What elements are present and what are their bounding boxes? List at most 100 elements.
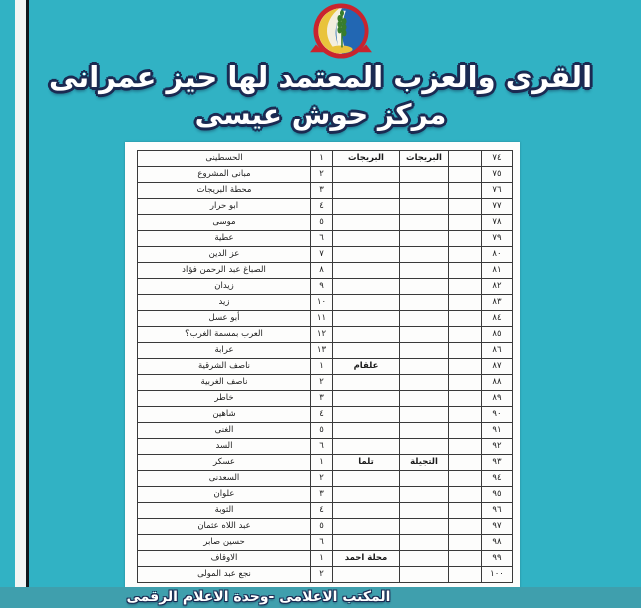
cell-village xyxy=(332,438,400,455)
cell-village: البريجات xyxy=(332,150,400,167)
cell-serial: ٧٩ xyxy=(481,230,513,247)
table-row: ٩٩ محلة احمد ١ الاوقاف xyxy=(137,550,513,567)
cell-blank xyxy=(448,262,482,279)
table-row: ٩٠ ٤ شاهين xyxy=(137,406,513,423)
cell-village xyxy=(332,566,400,583)
table-row: ٨٩ ٣ خاطر xyxy=(137,390,513,407)
cell-name: السعدنى xyxy=(137,470,311,487)
cell-name: السد xyxy=(137,438,311,455)
cell-blank xyxy=(448,294,482,311)
cell-unit xyxy=(399,486,449,503)
cell-num: ١ xyxy=(310,454,333,471)
cell-village xyxy=(332,198,400,215)
cell-num: ٦ xyxy=(310,438,333,455)
cell-num: ١١ xyxy=(310,310,333,327)
cell-num: ٢ xyxy=(310,566,333,583)
cell-village xyxy=(332,294,400,311)
cell-unit xyxy=(399,278,449,295)
cell-blank xyxy=(448,566,482,583)
villages-table: ٧٤ البريجات البريجات ١ الحسطينى ٧٥ ٢ مبانى المش… xyxy=(137,150,513,583)
cell-name: شاهين xyxy=(137,406,311,423)
cell-num: ٣ xyxy=(310,390,333,407)
cell-blank xyxy=(448,182,482,199)
cell-serial: ٩٣ xyxy=(481,454,513,471)
cell-name: الثوبة xyxy=(137,502,311,519)
cell-num: ٥ xyxy=(310,214,333,231)
cell-village xyxy=(332,534,400,551)
cell-blank xyxy=(448,470,482,487)
cell-serial: ٧٨ xyxy=(481,214,513,231)
cell-serial: ٩٠ xyxy=(481,406,513,423)
cell-blank xyxy=(448,150,482,167)
cell-blank xyxy=(448,326,482,343)
cell-unit xyxy=(399,438,449,455)
cell-unit xyxy=(399,182,449,199)
table-row: ٧٦ ٣ محطة البريجات xyxy=(137,182,513,199)
villages-table-body: ٧٤ البريجات البريجات ١ الحسطينى ٧٥ ٢ مبانى المش… xyxy=(137,150,513,583)
cell-blank xyxy=(448,518,482,535)
table-row: ٩٦ ٤ الثوبة xyxy=(137,502,513,519)
table-row: ١٠٠ ٢ نجع عبد المولى xyxy=(137,566,513,583)
cell-blank xyxy=(448,422,482,439)
page-edge-strip xyxy=(15,0,26,608)
cell-unit xyxy=(399,326,449,343)
cell-blank xyxy=(448,454,482,471)
cell-num: ٨ xyxy=(310,262,333,279)
cell-unit xyxy=(399,550,449,567)
cell-serial: ٩٧ xyxy=(481,518,513,535)
cell-serial: ٨٣ xyxy=(481,294,513,311)
cell-blank xyxy=(448,438,482,455)
cell-village xyxy=(332,182,400,199)
cell-village xyxy=(332,246,400,263)
wheat-icon xyxy=(337,10,347,48)
cell-village xyxy=(332,326,400,343)
cell-name: ناصف الغربية xyxy=(137,374,311,391)
cell-village xyxy=(332,278,400,295)
table-row: ٨٦ ١٣ عرابة xyxy=(137,342,513,359)
cell-blank xyxy=(448,390,482,407)
table-row: ٩٣ التجيلة تلما ١ عسكر xyxy=(137,454,513,471)
cell-serial: ٧٥ xyxy=(481,166,513,183)
footer-banner: المكتب الاعلامى -وحدة الاعلام الرقمى xyxy=(0,587,641,608)
cell-name: الاوقاف xyxy=(137,550,311,567)
page-subtitle: مركز حوش عيسى xyxy=(194,98,447,131)
page-title: القرى والعزب المعتمد لها حيز عمرانى xyxy=(48,60,593,94)
cell-name: نجع عبد المولى xyxy=(137,566,311,583)
cell-serial: ٩٢ xyxy=(481,438,513,455)
cell-num: ٣ xyxy=(310,182,333,199)
cell-name: الغنى xyxy=(137,422,311,439)
cell-name: عطية xyxy=(137,230,311,247)
cell-serial: ٨٨ xyxy=(481,374,513,391)
cell-serial: ١٠٠ xyxy=(481,566,513,583)
cell-serial: ٨٢ xyxy=(481,278,513,295)
cell-num: ٤ xyxy=(310,406,333,423)
cell-serial: ٨٤ xyxy=(481,310,513,327)
cell-unit xyxy=(399,566,449,583)
cell-blank xyxy=(448,486,482,503)
table-row: ٧٥ ٢ مبانى المشروع xyxy=(137,166,513,183)
cell-unit: التجيلة xyxy=(399,454,449,471)
cell-num: ٤ xyxy=(310,198,333,215)
cell-num: ٥ xyxy=(310,518,333,535)
cell-num: ٩ xyxy=(310,278,333,295)
table-row: ٨٢ ٩ زيدان xyxy=(137,278,513,295)
cell-unit xyxy=(399,406,449,423)
cell-num: ٢ xyxy=(310,166,333,183)
cell-blank xyxy=(448,278,482,295)
cell-village: علقام xyxy=(332,358,400,375)
cell-num: ٦ xyxy=(310,534,333,551)
cell-serial: ٨٩ xyxy=(481,390,513,407)
cell-name: عرابة xyxy=(137,342,311,359)
cell-num: ٢ xyxy=(310,470,333,487)
cell-unit: البريجات xyxy=(399,150,449,167)
table-row: ٩٨ ٦ حسين صابر xyxy=(137,534,513,551)
cell-village xyxy=(332,486,400,503)
cell-name: عز الدين xyxy=(137,246,311,263)
cell-serial: ٨٦ xyxy=(481,342,513,359)
cell-blank xyxy=(448,198,482,215)
cell-unit xyxy=(399,502,449,519)
cell-num: ٦ xyxy=(310,230,333,247)
cell-num: ٢ xyxy=(310,374,333,391)
cell-unit xyxy=(399,294,449,311)
cell-serial: ٩٥ xyxy=(481,486,513,503)
